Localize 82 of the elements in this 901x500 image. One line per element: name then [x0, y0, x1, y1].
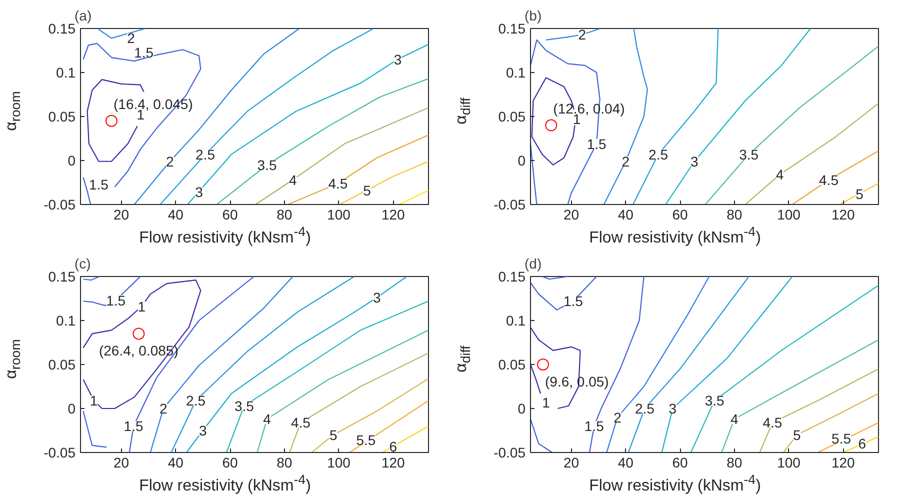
- y-tick-label: 0: [68, 152, 76, 168]
- x-axis-title: Flow resistivity (kNsm$^{-4}$): [588, 223, 762, 248]
- y-tick-label: 0.1: [56, 312, 76, 328]
- x-tick-label: 80: [276, 206, 292, 222]
- y-tick-label: 0.05: [48, 356, 76, 372]
- annotation: 2: [166, 153, 174, 170]
- x-tick-label: 60: [672, 454, 688, 470]
- y-tick-label: 0.05: [48, 108, 76, 124]
- annotation: 2: [160, 400, 168, 416]
- annotation: 3: [690, 153, 699, 170]
- annotation: 4: [776, 166, 784, 183]
- x-tick-label: 60: [222, 454, 238, 470]
- annotation: 5: [793, 426, 802, 443]
- chart-title: (d): [524, 256, 542, 272]
- annotation: 5.5: [832, 430, 852, 446]
- annotation: 4: [263, 411, 272, 428]
- x-tick-label: 100: [327, 206, 351, 222]
- y-tick-label: -0.05: [44, 444, 76, 460]
- y-tick-label: -0.05: [44, 196, 76, 212]
- x-tick-label: 100: [777, 454, 801, 470]
- y-tick-label: 0.1: [506, 64, 526, 80]
- x-tick-label: 40: [618, 454, 634, 470]
- x-tick-label: 20: [563, 454, 580, 470]
- annotation: 4: [288, 172, 297, 188]
- x-tick-label: 20: [563, 206, 580, 222]
- x-tick-label: 100: [777, 206, 801, 222]
- x-tick-label: 100: [327, 454, 351, 470]
- y-tick-label: 0.1: [506, 312, 526, 328]
- x-tick-label: 40: [168, 454, 184, 470]
- y-tick-label: -0.05: [494, 196, 526, 212]
- x-tick-label: 120: [381, 454, 406, 470]
- annotation: 2: [614, 409, 622, 426]
- x-tick-label: 80: [276, 454, 292, 470]
- annotation: 1: [138, 298, 146, 314]
- chart-title: (c): [74, 256, 91, 272]
- annotation: 3: [195, 184, 204, 200]
- y-tick-label: 0.15: [498, 268, 526, 284]
- x-tick-label: 40: [168, 206, 184, 222]
- x-axis-title: Flow resistivity (kNsm$^{-4}$): [138, 471, 312, 496]
- x-tick-label: 40: [618, 206, 634, 222]
- chart-title: (a): [74, 8, 92, 24]
- x-tick-label: 80: [726, 206, 742, 222]
- y-tick-label: 0: [68, 400, 76, 416]
- annotation: 2: [622, 153, 630, 170]
- annotation: 1.5: [134, 44, 154, 60]
- x-tick-label: 120: [831, 206, 856, 222]
- x-tick-label: 60: [672, 206, 688, 222]
- y-tick-label: 0.05: [498, 108, 526, 124]
- x-tick-label: 20: [113, 454, 130, 470]
- annotation: 3: [668, 400, 677, 416]
- y-tick-label: -0.05: [494, 444, 526, 460]
- annotation: 6: [389, 438, 398, 454]
- y-tick-label: 0.15: [498, 20, 526, 36]
- x-tick-label: 120: [381, 206, 406, 222]
- y-tick-label: 0.15: [48, 20, 76, 36]
- annotation: 2: [578, 26, 586, 43]
- annotation: 3: [394, 51, 402, 68]
- annotation: 1.5: [584, 418, 604, 434]
- annotation: 5: [329, 426, 338, 443]
- annotation: 6: [858, 436, 866, 452]
- y-tick-label: 0: [518, 400, 526, 416]
- annotation: 5: [856, 186, 864, 202]
- x-axis-title: Flow resistivity (kNsm$^{-4}$): [588, 471, 762, 496]
- annotation: 5: [363, 182, 372, 198]
- annotation: 5.5: [356, 432, 376, 448]
- annotation: 4: [730, 411, 739, 428]
- x-axis-title: Flow resistivity (kNsm$^{-4}$): [138, 223, 312, 248]
- y-tick-label: 0.1: [56, 64, 76, 80]
- y-tick-label: 0: [518, 152, 526, 168]
- annotation: 1: [542, 394, 550, 410]
- x-tick-label: 20: [113, 206, 130, 222]
- annotation: 1.5: [88, 176, 109, 192]
- y-tick-label: 0.15: [48, 268, 76, 284]
- x-tick-label: 120: [831, 454, 856, 470]
- annotation: 1: [90, 392, 98, 409]
- x-tick-label: 60: [222, 206, 238, 222]
- y-tick-label: 0.05: [498, 356, 526, 372]
- annotation: 3: [198, 422, 207, 438]
- chart-title: (b): [524, 8, 542, 24]
- annotation: 3: [372, 290, 381, 306]
- x-tick-label: 80: [726, 454, 742, 470]
- annotation: 2: [127, 30, 136, 46]
